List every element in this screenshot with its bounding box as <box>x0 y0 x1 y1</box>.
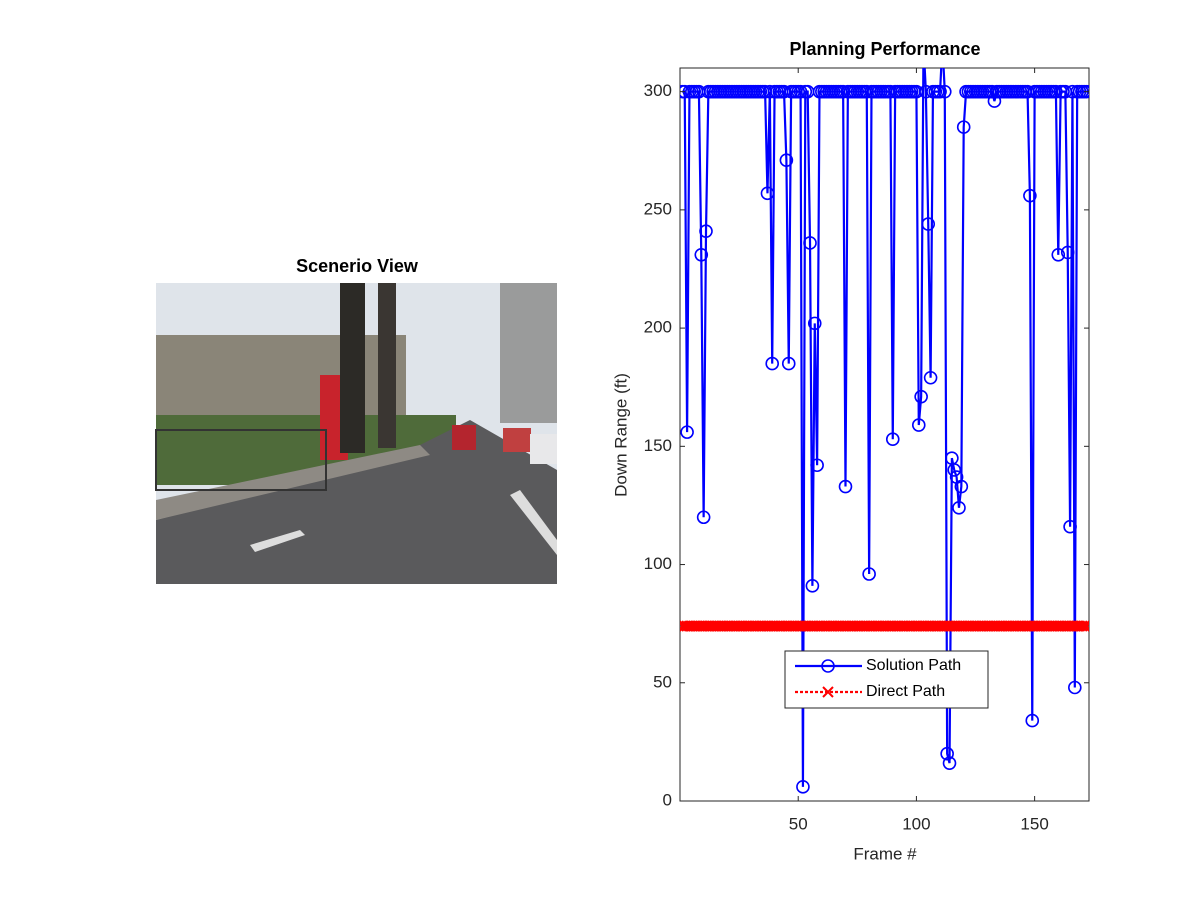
point-marker <box>923 370 938 385</box>
y-tick-label: 300 <box>644 81 672 100</box>
legend-marker <box>822 686 834 698</box>
point-marker <box>694 247 709 262</box>
image-title: Scenerio View <box>296 256 419 276</box>
x-tick-label: 100 <box>902 814 930 833</box>
point-marker <box>760 186 775 201</box>
point-marker <box>914 389 928 404</box>
legend-label: Solution Path <box>866 657 961 674</box>
y-tick-label: 150 <box>644 436 672 455</box>
point-marker <box>805 579 820 593</box>
point-marker <box>1080 620 1089 632</box>
point-marker <box>909 84 924 99</box>
y-tick-label: 250 <box>644 199 672 218</box>
point-marker <box>1025 713 1040 728</box>
point-marker <box>765 356 780 371</box>
y-axis-label: Down Range (ft) <box>611 373 630 497</box>
point-marker <box>810 458 824 473</box>
point-marker <box>796 780 810 794</box>
point-marker <box>942 756 957 770</box>
point-marker <box>807 316 822 331</box>
point-marker <box>838 479 853 494</box>
point-marker <box>952 500 966 515</box>
x-tick-label: 50 <box>789 814 808 833</box>
point-marker <box>1049 84 1063 99</box>
point-marker <box>781 356 796 371</box>
point-marker <box>680 425 694 439</box>
point-marker <box>696 510 711 525</box>
x-axis-label: Frame # <box>853 844 917 863</box>
point-marker <box>1023 188 1037 203</box>
point-marker <box>1051 247 1066 262</box>
point-marker <box>911 418 926 432</box>
x-tick-label: 150 <box>1020 814 1048 833</box>
plot-area <box>680 68 1089 794</box>
point-marker <box>1068 680 1082 695</box>
point-marker <box>779 153 794 168</box>
point-marker <box>921 217 936 231</box>
scene-image <box>155 283 557 584</box>
chart-title: Planning Performance <box>789 39 980 59</box>
point-marker <box>1078 620 1089 632</box>
legend-marker <box>821 659 835 673</box>
point-marker <box>937 84 952 99</box>
point-marker <box>1079 84 1089 99</box>
point-marker <box>699 224 713 238</box>
point-marker <box>1076 620 1088 632</box>
point-marker <box>947 463 962 477</box>
point-marker <box>956 120 971 134</box>
point-marker <box>954 479 969 494</box>
y-tick-label: 100 <box>644 554 672 573</box>
point-marker <box>933 84 947 99</box>
point-marker <box>940 746 954 761</box>
point-marker <box>1063 519 1077 534</box>
y-tick-label: 0 <box>663 790 672 809</box>
y-tick-label: 50 <box>653 672 672 691</box>
legend: Solution Path Direct Path <box>784 650 989 709</box>
legend-label: Direct Path <box>866 683 945 700</box>
point-marker <box>862 567 876 581</box>
point-marker <box>793 84 808 99</box>
point-marker <box>803 236 817 250</box>
point-marker <box>885 432 900 447</box>
point-marker <box>1060 245 1075 260</box>
y-tick-label: 200 <box>644 318 672 337</box>
